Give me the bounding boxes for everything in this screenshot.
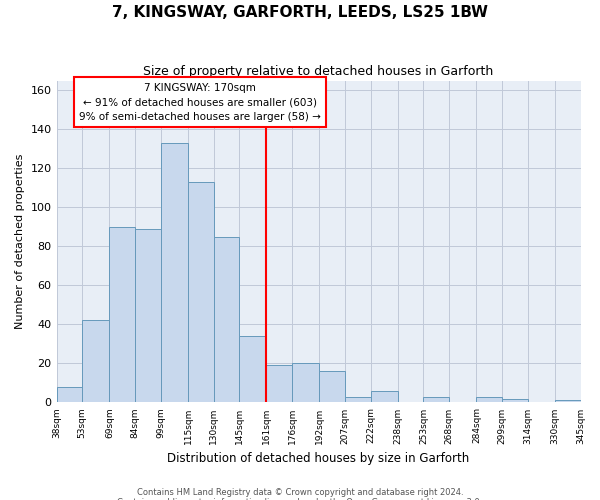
Text: Contains HM Land Registry data © Crown copyright and database right 2024.: Contains HM Land Registry data © Crown c… xyxy=(137,488,463,497)
Bar xyxy=(161,143,188,403)
Text: 7, KINGSWAY, GARFORTH, LEEDS, LS25 1BW: 7, KINGSWAY, GARFORTH, LEEDS, LS25 1BW xyxy=(112,5,488,20)
Bar xyxy=(56,387,82,402)
Bar xyxy=(319,371,345,402)
Bar xyxy=(266,366,292,403)
Bar xyxy=(239,336,266,402)
X-axis label: Distribution of detached houses by size in Garforth: Distribution of detached houses by size … xyxy=(167,452,470,465)
Bar xyxy=(135,229,161,402)
Y-axis label: Number of detached properties: Number of detached properties xyxy=(15,154,25,329)
Bar xyxy=(476,396,502,402)
Bar xyxy=(555,400,581,402)
Bar xyxy=(371,390,398,402)
Bar xyxy=(82,320,109,402)
Bar xyxy=(292,364,319,403)
Title: Size of property relative to detached houses in Garforth: Size of property relative to detached ho… xyxy=(143,65,494,78)
Text: 7 KINGSWAY: 170sqm
← 91% of detached houses are smaller (603)
9% of semi-detache: 7 KINGSWAY: 170sqm ← 91% of detached hou… xyxy=(79,82,321,122)
Bar xyxy=(109,227,135,402)
Bar xyxy=(214,236,239,402)
Bar xyxy=(502,398,527,402)
Bar xyxy=(345,396,371,402)
Bar xyxy=(188,182,214,402)
Bar xyxy=(424,396,449,402)
Text: Contains public sector information licensed under the Open Government Licence v3: Contains public sector information licen… xyxy=(118,498,482,500)
